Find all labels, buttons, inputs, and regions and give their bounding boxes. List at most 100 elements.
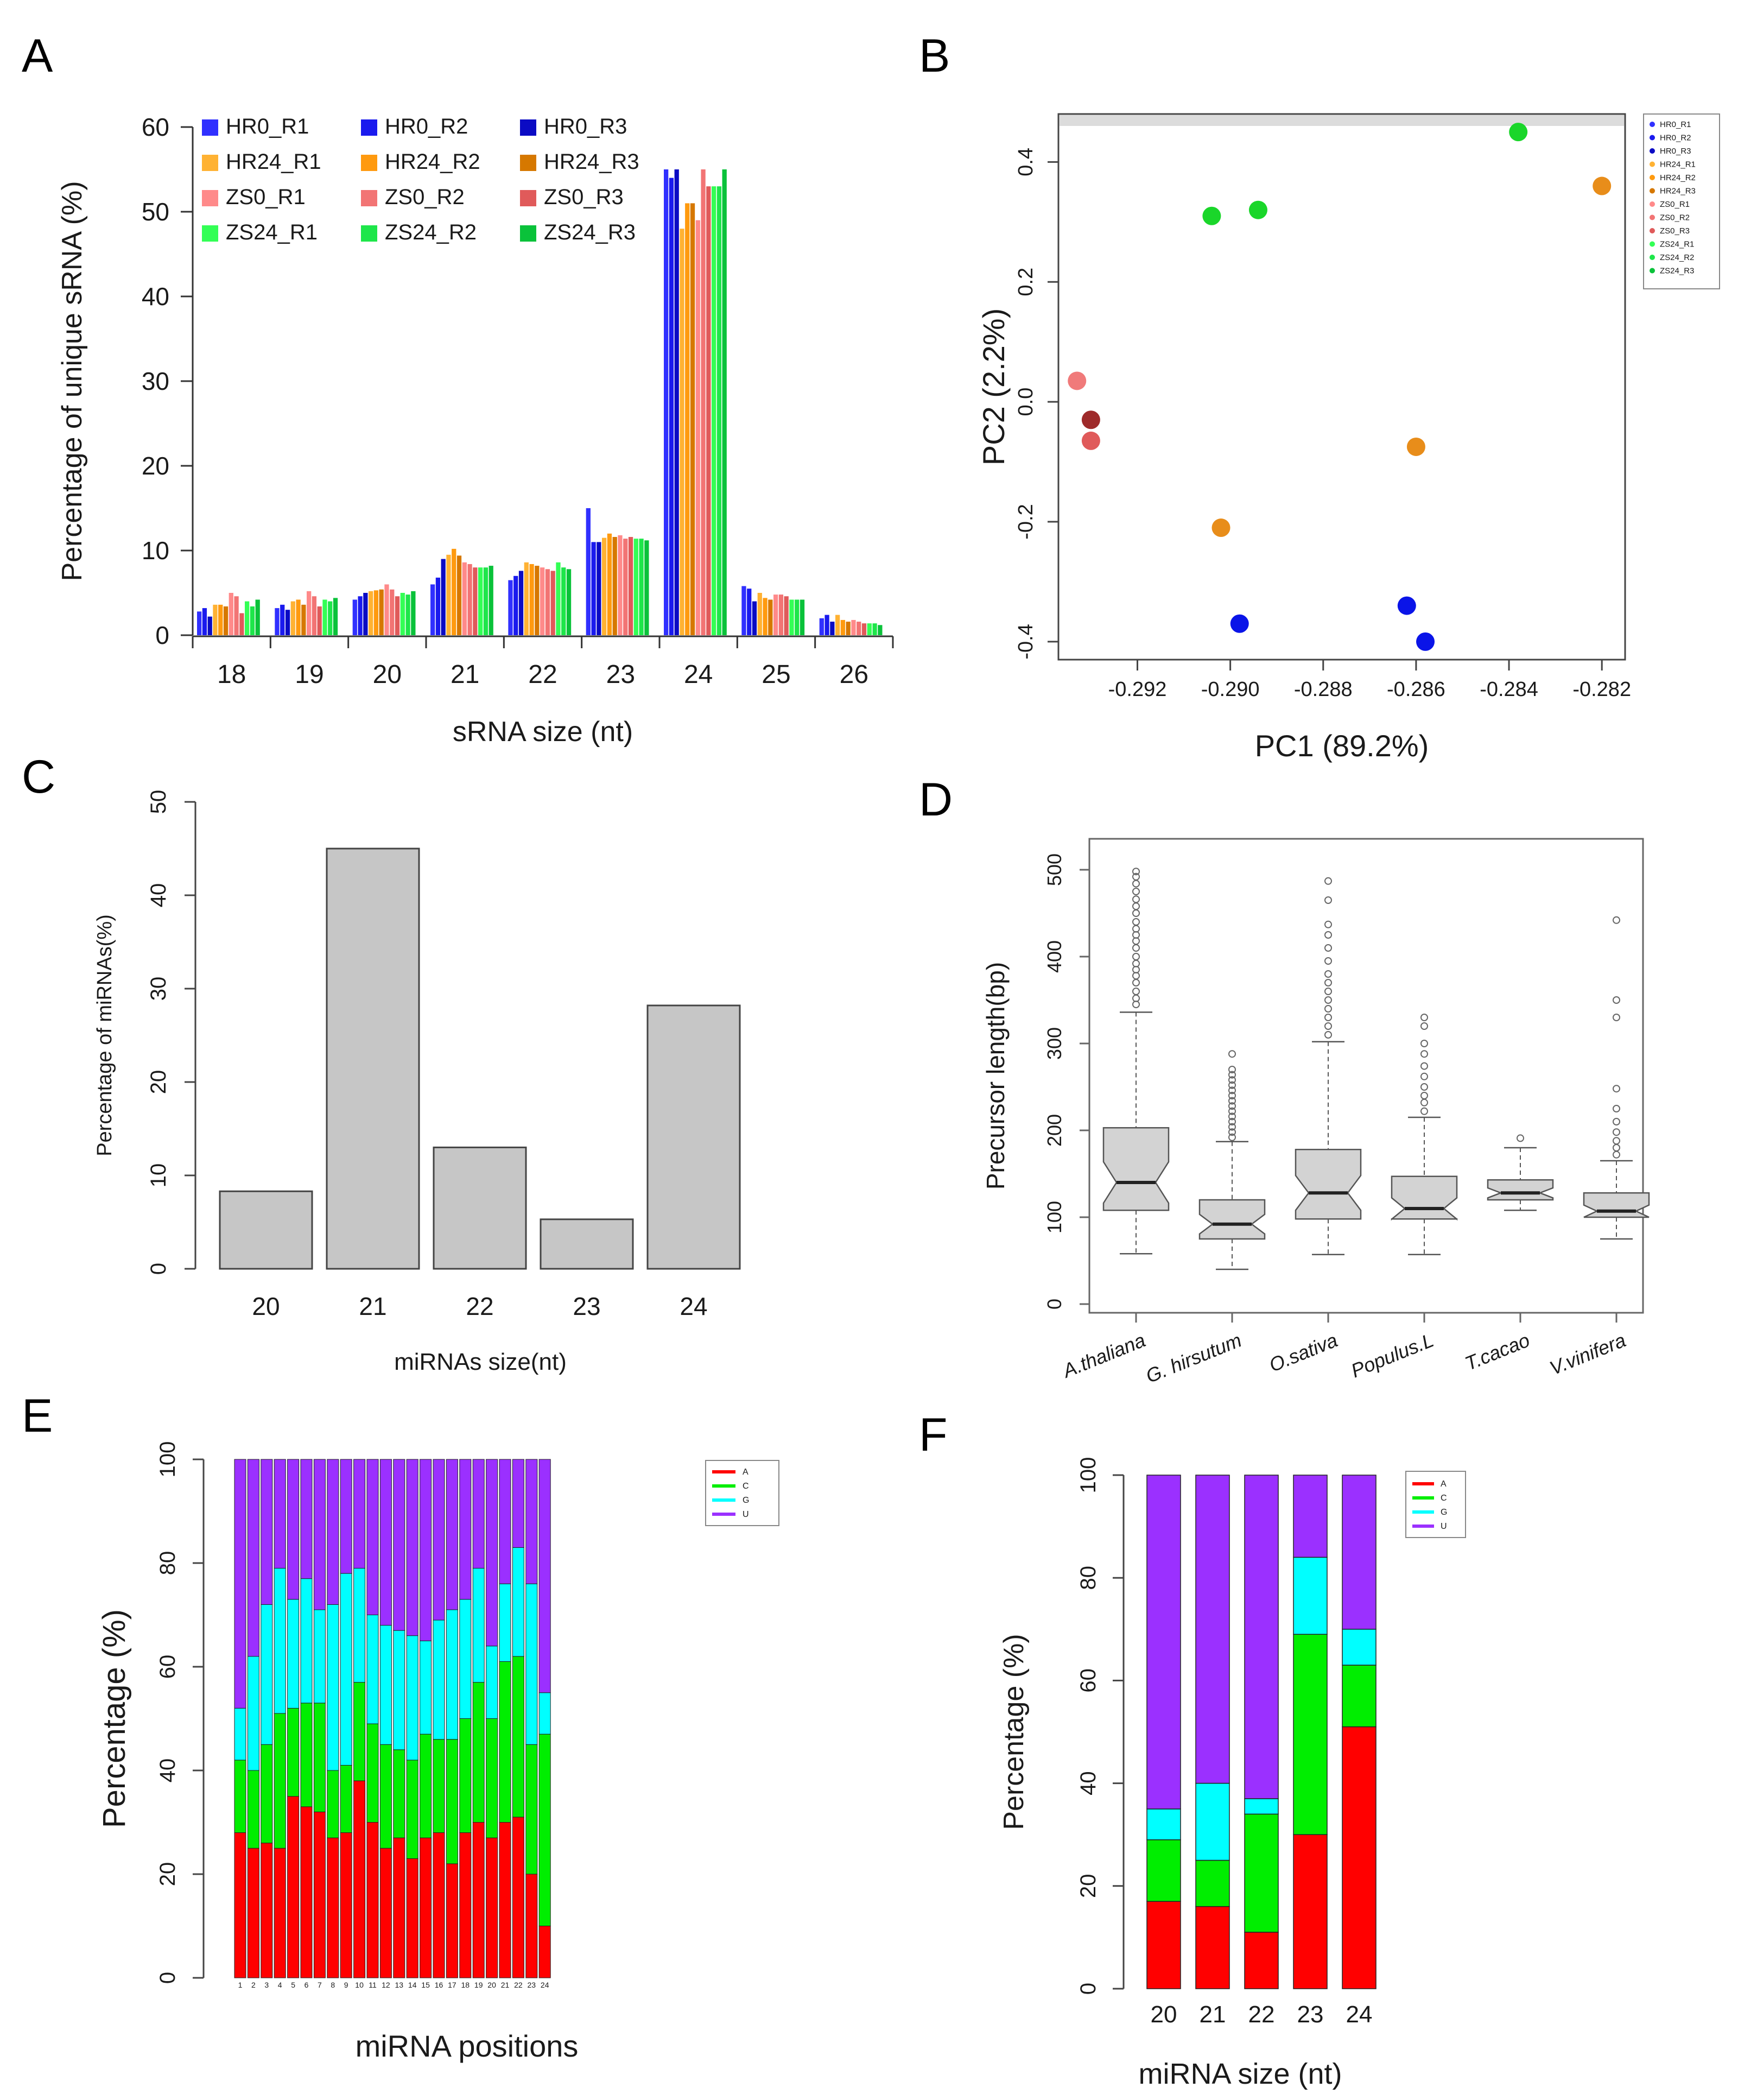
stack-e-G-3 [261,1604,273,1745]
legend-swatch-a [520,155,536,171]
panel-label-b: B [919,30,950,82]
legend-swatch-a [202,225,218,242]
axis-a: 0 10 20 30 40 50 60 18 19 20 21 22 23 24 25 26 [142,113,894,689]
stack-e-A-23 [525,1874,538,1978]
legend-label-b: HR0_R3 [1660,147,1691,156]
x-tick-label-a: 25 [762,660,790,689]
pca-point-HR0 [1397,596,1416,615]
bar-a-HR24_R2-23 [607,533,612,635]
bar-a-HR0_R1-21 [430,584,435,635]
stack-e-C-10 [353,1682,366,1781]
outlier-d [1420,1092,1428,1099]
stack-e-G-17 [446,1609,458,1740]
bar-a-HR0_R3-23 [597,542,601,635]
stack-e-C-23 [525,1744,538,1875]
legend-label-b: HR0_R1 [1660,120,1691,129]
bar-a-ZS24_R2-18 [250,606,255,635]
legend-dot-b [1650,161,1655,167]
bar-a-HR0_R1-22 [508,580,513,635]
legend-label-a: HR0_R1 [226,115,309,138]
bar-a-ZS0_R1-26 [851,619,856,635]
stack-e-U-4 [274,1459,286,1569]
bar-a-ZS24_R2-25 [795,599,800,635]
outlier-d [1228,1066,1236,1073]
stack-e-A-14 [406,1858,418,1978]
legend-dot-b [1650,148,1655,154]
x-tick-label-c: 20 [252,1292,280,1320]
y-tick-label-f: 60 [1076,1668,1100,1693]
stack-e-G-2 [247,1656,259,1771]
stack-e-U-21 [499,1459,511,1584]
y-tick-label-b: 0.2 [1014,268,1037,296]
stack-e-A-8 [327,1837,339,1978]
x-tick-label-f: 20 [1151,2001,1177,2028]
bar-a-HR24_R3-18 [223,606,229,635]
bar-a-ZS24_R3-18 [255,599,260,635]
x-tick-label-e: 2 [251,1981,256,1989]
outlier-d [1613,1085,1620,1093]
legend-label-f: G [1441,1508,1447,1517]
bar-a-ZS24_R1-24 [712,186,716,635]
bar-a-ZS24_R2-23 [639,539,644,635]
stack-f-A-21 [1195,1906,1230,1989]
legend-dot-b [1650,268,1655,274]
box-d-T.cacao [1487,1179,1554,1201]
stack-f-C-23 [1293,1634,1328,1835]
bar-a-ZS0_R1-25 [773,594,778,635]
legend-label-b: ZS24_R1 [1660,240,1694,249]
outlier-d [1420,1083,1428,1091]
outlier-d [1228,1102,1236,1110]
bar-a-HR24_R2-24 [685,203,690,635]
bar-a-HR0_R1-18 [197,611,202,635]
bar-a-ZS0_R1-23 [618,535,623,635]
stack-e-U-16 [433,1459,445,1621]
bar-a-ZS24_R1-23 [633,539,638,635]
legend-label-a: HR24_R3 [544,150,639,174]
stack-e-C-12 [379,1744,392,1849]
x-tick-label-e: 10 [355,1981,364,1989]
legend-dot-b [1650,122,1655,127]
stack-f-A-24 [1342,1726,1377,1989]
x-axis-title-a: sRNA size (nt) [453,716,633,748]
outlier-d [1228,1050,1236,1058]
stack-e-A-17 [446,1863,458,1978]
stack-e-A-15 [420,1837,432,1978]
bar-c-24 [646,1004,741,1270]
stack-e-A-24 [538,1926,551,1978]
bar-a-HR24_R1-22 [524,562,529,635]
stack-e-A-13 [393,1837,405,1978]
x-tick-label-d: A.thaliana [1058,1329,1149,1382]
y-tick-label-a: 0 [155,621,169,649]
stack-e-G-15 [420,1640,432,1735]
x-tick-label-e: 14 [408,1981,417,1989]
legend-swatch-a [520,190,536,206]
stack-f-C-22 [1244,1813,1279,1933]
bar-a-ZS0_R3-19 [317,606,322,635]
outlier-d [1420,1050,1428,1058]
stack-e-U-3 [261,1459,273,1605]
outlier-d [1613,1118,1620,1125]
bar-a-ZS0_R3-18 [239,613,244,635]
bar-a-ZS24_R3-25 [800,599,805,635]
bar-a-HR24_R1-19 [290,601,295,635]
bar-a-ZS24_R2-21 [483,567,489,635]
stack-e-C-24 [538,1734,551,1927]
bar-a-ZS0_R2-26 [857,622,861,635]
legend-label-a: ZS24_R1 [226,220,318,244]
outlier-d [1324,1005,1332,1013]
bar-c-20 [219,1190,313,1270]
y-tick-label-d: 0 [1043,1299,1065,1310]
legend-label-e: A [743,1468,749,1477]
box-d-O.sativa [1295,1148,1362,1220]
legend-label-a: ZS24_R2 [385,220,477,244]
stack-e-G-20 [486,1646,498,1719]
legend-box-b [1643,113,1720,289]
stack-f-U-24 [1342,1475,1377,1630]
stack-e-A-22 [512,1817,524,1978]
y-tick-label-a: 60 [142,113,169,141]
outlier-d [1613,916,1620,924]
box-d-G. hirsutum [1198,1199,1266,1240]
legend-label-b: HR24_R1 [1660,160,1696,169]
stack-e-G-8 [327,1604,339,1771]
